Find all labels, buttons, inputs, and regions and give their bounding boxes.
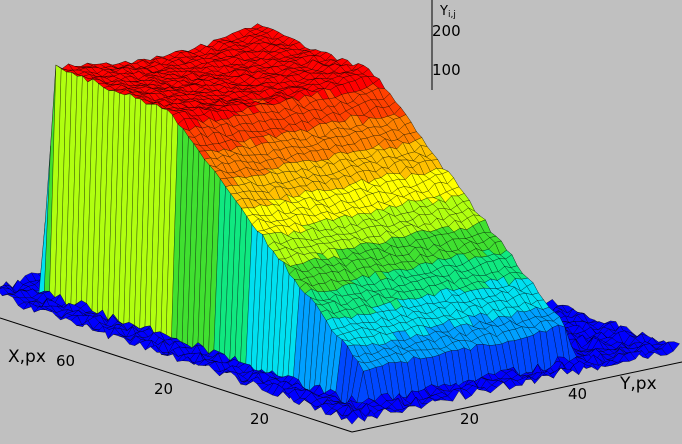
z-axis-label-sub: i,j [448, 10, 456, 20]
y-tick-label-40: 40 [568, 385, 587, 403]
x-tick-label-20: 20 [250, 410, 269, 428]
x-tick-label-40: 20 [154, 380, 173, 398]
z-axis: Yi,j 200 100 [431, 0, 461, 90]
z-axis-label: Yi,j [439, 4, 456, 20]
x-axis-label: X,px [8, 347, 46, 367]
x-tick-label-60: 60 [56, 352, 75, 370]
z-tick-label-100: 100 [432, 61, 461, 79]
surface-mesh [0, 23, 681, 425]
y-tick-label-20: 20 [460, 410, 479, 428]
z-tick-label-200: 200 [432, 22, 461, 40]
y-axis-label: Y,px [619, 374, 657, 394]
